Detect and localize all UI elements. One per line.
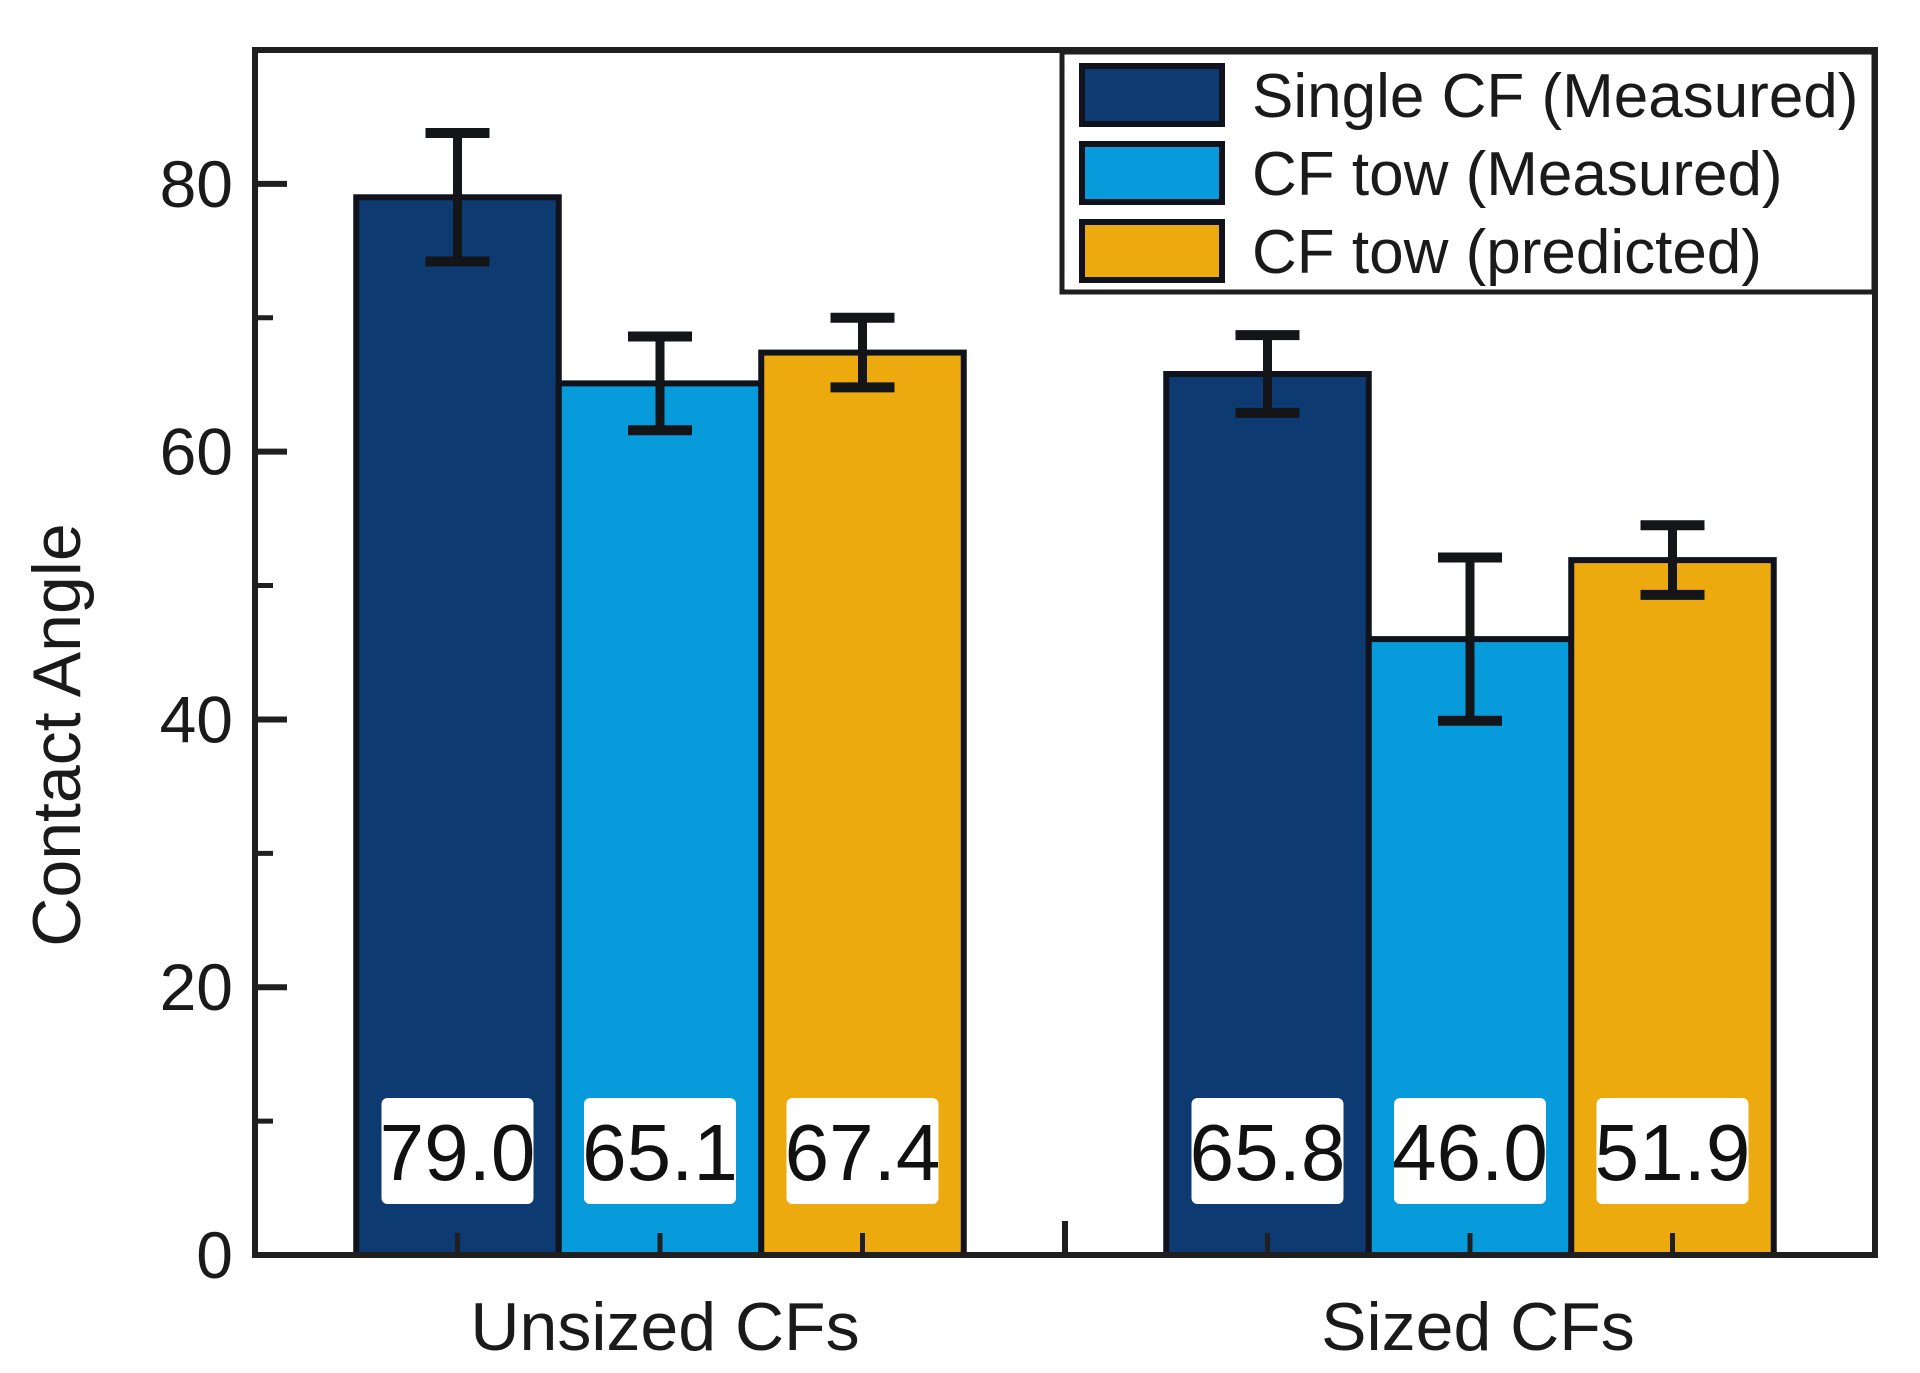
value-label-box [381,1098,534,1204]
bars-layer [353,194,1777,1259]
value-label: 65.8 [1190,1108,1346,1197]
value-label: 51.9 [1595,1108,1751,1197]
y-tick-label-80: 80 [160,147,233,221]
x-category-label-unsized-cfs: Unsized CFs [470,1289,859,1365]
value-label-box [584,1098,736,1204]
axis-ticks-layer: 0 20 40 60 80 [160,147,1675,1292]
legend-label-cf-tow-measured: CF tow (Measured) [1252,140,1783,209]
legend: Single CF (Measured) CF tow (Measured) C… [1059,49,1877,295]
legend-swatch-cf-tow-measured [1079,141,1225,205]
y-axis-title: Contact Angle [19,523,95,946]
value-label: 67.4 [785,1108,941,1197]
value-label-box [786,1098,939,1204]
value-labels-layer: 79.0 65.1 67.4 65.8 46.0 51.9 [380,1098,1751,1204]
legend-swatch-cf-tow-predicted [1079,219,1225,283]
y-tick-label-0: 0 [196,1218,233,1292]
legend-label-single-cf-measured: Single CF (Measured) [1252,62,1858,131]
value-label-box [1191,1098,1344,1204]
error-bars-layer [425,128,1705,726]
y-tick-label-40: 40 [160,682,233,756]
value-label: 79.0 [380,1108,536,1197]
bar-single-cf-measured--group1 [353,194,562,1258]
value-label-box [1596,1098,1749,1204]
value-label: 46.0 [1392,1108,1548,1197]
legend-label-cf-tow-predicted: CF tow (predicted) [1252,218,1762,287]
value-label-box [1394,1098,1546,1204]
y-tick-label-60: 60 [160,415,233,489]
value-label: 65.1 [582,1108,738,1197]
legend-swatch-single-cf-measured [1079,63,1225,127]
x-category-label-sized-cfs: Sized CFs [1321,1289,1635,1365]
y-tick-label-20: 20 [160,950,233,1024]
